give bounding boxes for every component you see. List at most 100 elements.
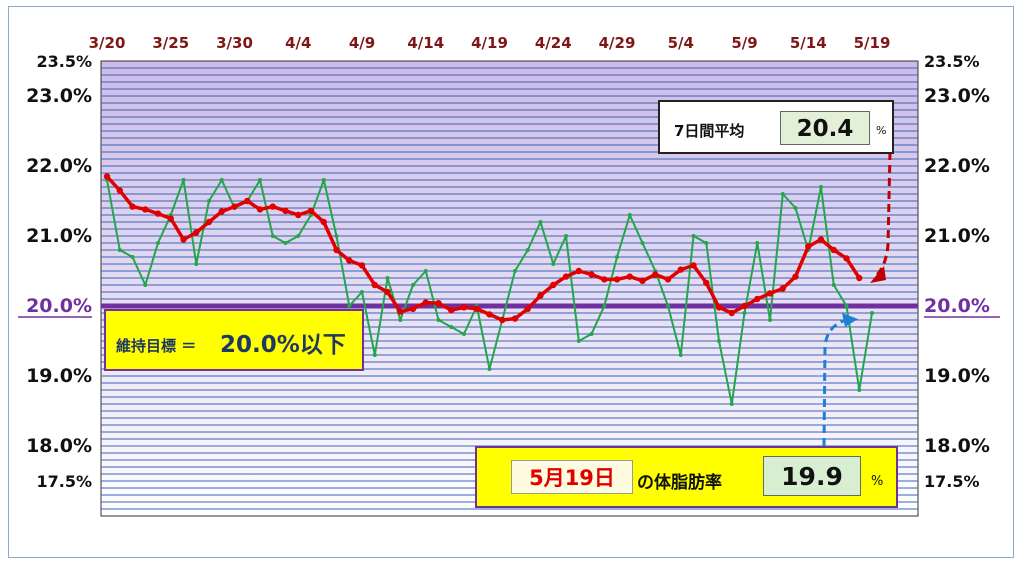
average-point	[499, 316, 506, 324]
average-point	[154, 210, 162, 217]
y-tick-label-right: 20.0%	[924, 295, 990, 317]
daily-value-point	[742, 311, 747, 315]
y-tick-label-right: 17.5%	[924, 472, 980, 491]
daily-value-point	[487, 367, 492, 371]
daily-value-point	[321, 178, 326, 182]
x-tick-label: 4/9	[349, 34, 375, 52]
daily-value-point	[258, 178, 262, 182]
today-date: 5月19日	[511, 460, 633, 494]
y-tick-label-right: 23.0%	[924, 85, 990, 107]
y-tick-label-left: 17.5%	[36, 472, 92, 491]
today-callout-arrow	[822, 318, 847, 447]
average-point	[575, 267, 582, 275]
y-tick-label-left: 18.0%	[26, 435, 92, 457]
average-point	[397, 308, 404, 315]
target-label: 維持目標 ＝	[116, 337, 197, 355]
daily-value-point	[691, 234, 696, 238]
y-tick-label-left: 23.0%	[26, 85, 92, 107]
x-tick-label: 4/4	[285, 34, 311, 52]
x-tick-label: 5/9	[731, 34, 757, 52]
average-point	[129, 203, 136, 210]
target-box: 維持目標 ＝ 20.0%以下	[104, 309, 364, 371]
average-point	[588, 271, 595, 278]
daily-value-point	[398, 318, 403, 322]
average-point	[435, 300, 442, 307]
daily-value-point	[870, 311, 874, 315]
daily-value-point	[372, 353, 377, 357]
y-tick-label-right: 21.0%	[924, 225, 990, 247]
average-point	[792, 273, 799, 280]
x-tick-label: 5/14	[790, 34, 827, 52]
average-point	[180, 236, 187, 243]
daily-value-point	[831, 283, 836, 287]
average-point	[843, 255, 850, 262]
average-point	[103, 173, 111, 180]
daily-value-point	[347, 304, 352, 308]
daily-value-point	[436, 318, 441, 322]
daily-value-point	[589, 332, 594, 336]
average-point	[715, 304, 723, 311]
daily-value-point	[130, 255, 135, 259]
daily-value-point	[181, 178, 186, 182]
average-point	[766, 290, 774, 297]
average-point	[511, 315, 519, 322]
daily-value-point	[564, 234, 568, 238]
average-point	[346, 257, 353, 264]
daily-value-point	[602, 304, 607, 308]
target-value: 20.0%以下	[220, 332, 346, 358]
average-point	[626, 273, 633, 280]
average-point	[205, 218, 213, 226]
daily-value-point	[640, 241, 645, 245]
average-point	[422, 299, 429, 306]
average-point	[690, 262, 697, 269]
daily-value-point	[360, 290, 364, 294]
average-point	[728, 309, 735, 317]
average-point	[652, 271, 659, 278]
average-point	[537, 292, 544, 299]
seven-day-average-box: 7日間平均 20.4 %	[658, 100, 894, 154]
average-point	[295, 211, 302, 219]
daily-value-point	[411, 283, 415, 287]
daily-value-point	[844, 304, 849, 308]
average-point	[550, 281, 557, 289]
chart-frame	[8, 6, 1014, 558]
average-point	[269, 203, 276, 210]
seven-day-average-label: 7日間平均	[674, 122, 745, 140]
daily-value-point	[819, 185, 823, 189]
daily-value-point	[207, 199, 211, 203]
average-point	[562, 273, 570, 280]
average-point	[358, 262, 366, 269]
daily-value-point	[666, 304, 670, 308]
y-tick-label-left: 23.5%	[36, 52, 92, 71]
x-tick-label: 3/25	[152, 34, 189, 52]
average-point	[613, 276, 621, 283]
average-point	[805, 243, 812, 250]
average-point	[677, 266, 684, 273]
average-point	[193, 229, 200, 236]
average-point	[639, 277, 646, 284]
daily-value-point	[385, 276, 390, 280]
daily-value-point	[768, 318, 772, 322]
average-point	[116, 187, 123, 194]
daily-value-point	[462, 332, 466, 336]
x-tick-label: 3/30	[216, 34, 253, 52]
y-tick-label-left: 19.0%	[26, 365, 92, 387]
x-tick-label: 4/24	[535, 34, 572, 52]
daily-value-point	[551, 262, 556, 266]
x-tick-label: 3/20	[89, 34, 126, 52]
average-point	[703, 279, 710, 287]
average-point	[664, 276, 672, 283]
average-point	[167, 215, 174, 222]
daily-value-point	[334, 234, 339, 238]
average-point	[524, 305, 531, 312]
seven-day-average-unit: %	[876, 124, 887, 137]
daily-value-point	[755, 241, 760, 245]
average-point	[307, 207, 315, 214]
average-point	[218, 208, 225, 215]
y-tick-label-right: 22.0%	[924, 155, 990, 177]
daily-value-point	[857, 388, 862, 392]
x-tick-label: 4/14	[407, 34, 444, 52]
daily-value-point	[717, 339, 721, 343]
average-point	[384, 288, 391, 296]
average-point	[817, 236, 825, 243]
